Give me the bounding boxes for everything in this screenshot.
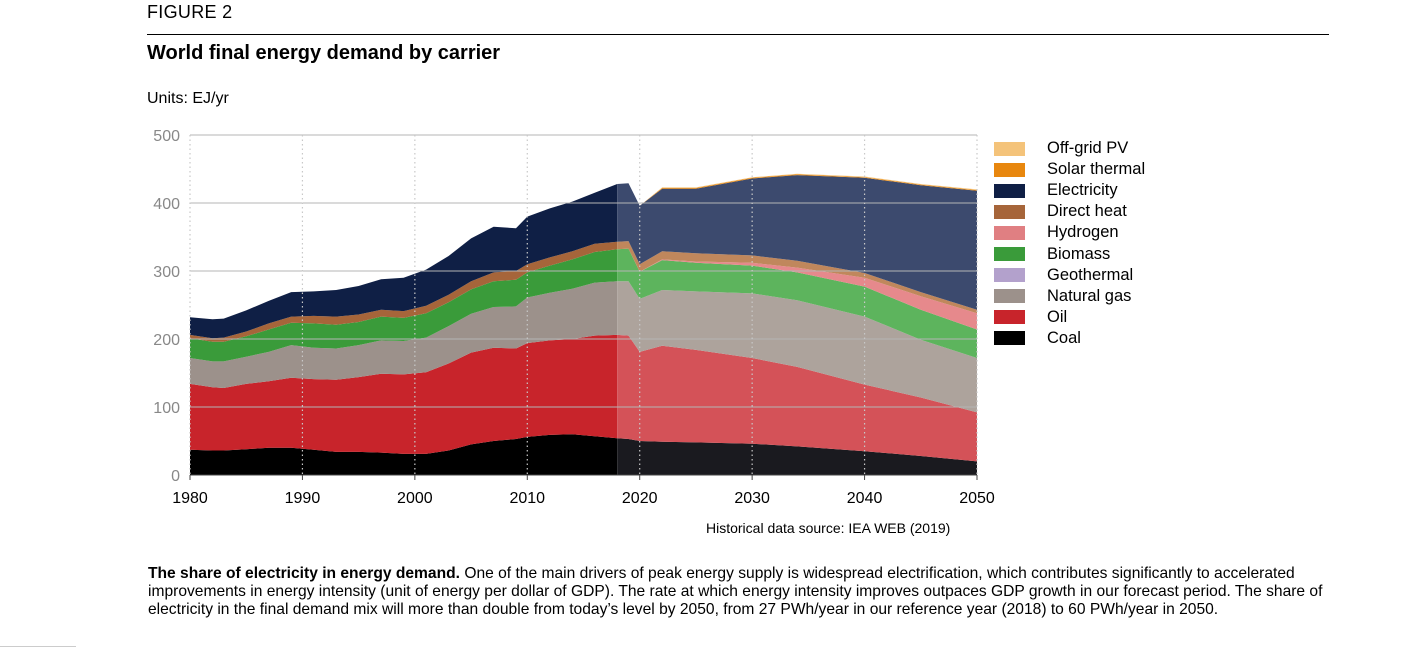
y-tick-label-400: 400	[153, 196, 180, 213]
legend-swatch-geothermal	[994, 268, 1025, 283]
legend-label-coal: Coal	[1047, 328, 1081, 347]
legend-item-biomass: Biomass	[994, 243, 1145, 264]
legend: Off-grid PV Solar thermal Electricity Direc…	[994, 138, 1145, 349]
area-natural-gas-history	[190, 281, 618, 388]
area-natural-gas	[190, 281, 977, 413]
area-coal-history	[190, 434, 618, 475]
legend-item-natural-gas: Natural gas	[994, 286, 1145, 307]
legend-swatch-solar-thermal	[994, 162, 1025, 177]
area-electricity-forecast	[617, 175, 977, 310]
figure-label: FIGURE 2	[147, 2, 233, 22]
x-tick-label-2020: 2020	[622, 490, 658, 507]
area-electricity	[190, 175, 977, 339]
caption-lead: The share of electricity in energy deman…	[148, 565, 460, 582]
chart-title: World final energy demand by carrier	[147, 42, 501, 64]
legend-label-solar-thermal: Solar thermal	[1047, 160, 1146, 179]
area-oil-history	[190, 334, 618, 454]
area-oil	[190, 334, 977, 462]
legend-label-electricity: Electricity	[1047, 181, 1118, 200]
legend-item-hydrogen: Hydrogen	[994, 222, 1145, 243]
y-tick-label-300: 300	[153, 264, 180, 281]
area-direct-heat-history	[190, 241, 618, 342]
area-direct-heat-forecast	[617, 241, 977, 314]
legend-label-biomass: Biomass	[1047, 244, 1111, 263]
caption-body: One of the main drivers of peak energy s…	[148, 565, 1323, 618]
legend-item-electricity: Electricity	[994, 180, 1145, 201]
area-oil-forecast	[617, 334, 977, 462]
area-electricity-history	[190, 183, 618, 339]
y-tick-label-500: 500	[153, 128, 180, 145]
legend-swatch-coal	[994, 331, 1025, 346]
legend-item-coal: Coal	[994, 328, 1145, 349]
legend-item-solar-thermal: Solar thermal	[994, 159, 1145, 180]
legend-label-off-grid-pv: Off-grid PV	[1047, 139, 1129, 158]
legend-item-oil: Oil	[994, 307, 1145, 328]
legend-label-direct-heat: Direct heat	[1047, 202, 1127, 221]
area-biomass	[190, 248, 977, 362]
y-tick-label-100: 100	[153, 400, 180, 417]
legend-label-geothermal: Geothermal	[1047, 265, 1134, 284]
x-tick-label-1990: 1990	[285, 490, 321, 507]
x-tick-label-2050: 2050	[959, 490, 995, 507]
legend-item-direct-heat: Direct heat	[994, 201, 1145, 222]
legend-label-oil: Oil	[1047, 307, 1068, 326]
area-natural-gas-forecast	[617, 281, 977, 413]
legend-swatch-direct-heat	[994, 204, 1025, 219]
area-layers	[190, 173, 977, 475]
x-tick-label-1980: 1980	[172, 490, 208, 507]
x-tick-label-2040: 2040	[847, 490, 883, 507]
area-coal-forecast	[617, 438, 977, 475]
legend-item-off-grid-pv: Off-grid PV	[994, 138, 1145, 159]
x-tick-label-2000: 2000	[397, 490, 433, 507]
axes: 1980 1990 2000 2010 2020 2030 2040 2050 0 100 200 3…	[153, 128, 995, 507]
legend-swatch-oil	[994, 310, 1025, 325]
x-tick-label-2010: 2010	[509, 490, 545, 507]
units-label: Units: EJ/yr	[147, 90, 229, 107]
legend-swatch-biomass	[994, 247, 1025, 262]
area-biomass-forecast	[617, 248, 977, 358]
source-note: Historical data source: IEA WEB (2019)	[706, 520, 951, 536]
legend-swatch-electricity	[994, 183, 1025, 198]
legend-item-geothermal: Geothermal	[994, 265, 1145, 286]
grid-lines	[189, 134, 978, 475]
x-tick-label-2030: 2030	[734, 490, 770, 507]
legend-swatch-hydrogen	[994, 225, 1025, 240]
legend-label-natural-gas: Natural gas	[1047, 286, 1132, 305]
y-tick-label-200: 200	[153, 332, 180, 349]
legend-label-hydrogen: Hydrogen	[1047, 223, 1119, 242]
legend-swatch-natural-gas	[994, 289, 1025, 304]
caption: The share of electricity in energy deman…	[148, 565, 1338, 619]
title-rule	[147, 34, 1329, 35]
area-direct-heat	[190, 241, 977, 342]
legend-swatch-off-grid-pv	[994, 141, 1025, 156]
y-tick-label-0: 0	[171, 468, 180, 485]
area-coal	[190, 434, 977, 475]
page-edge-line	[0, 646, 76, 647]
area-biomass-history	[190, 249, 618, 362]
